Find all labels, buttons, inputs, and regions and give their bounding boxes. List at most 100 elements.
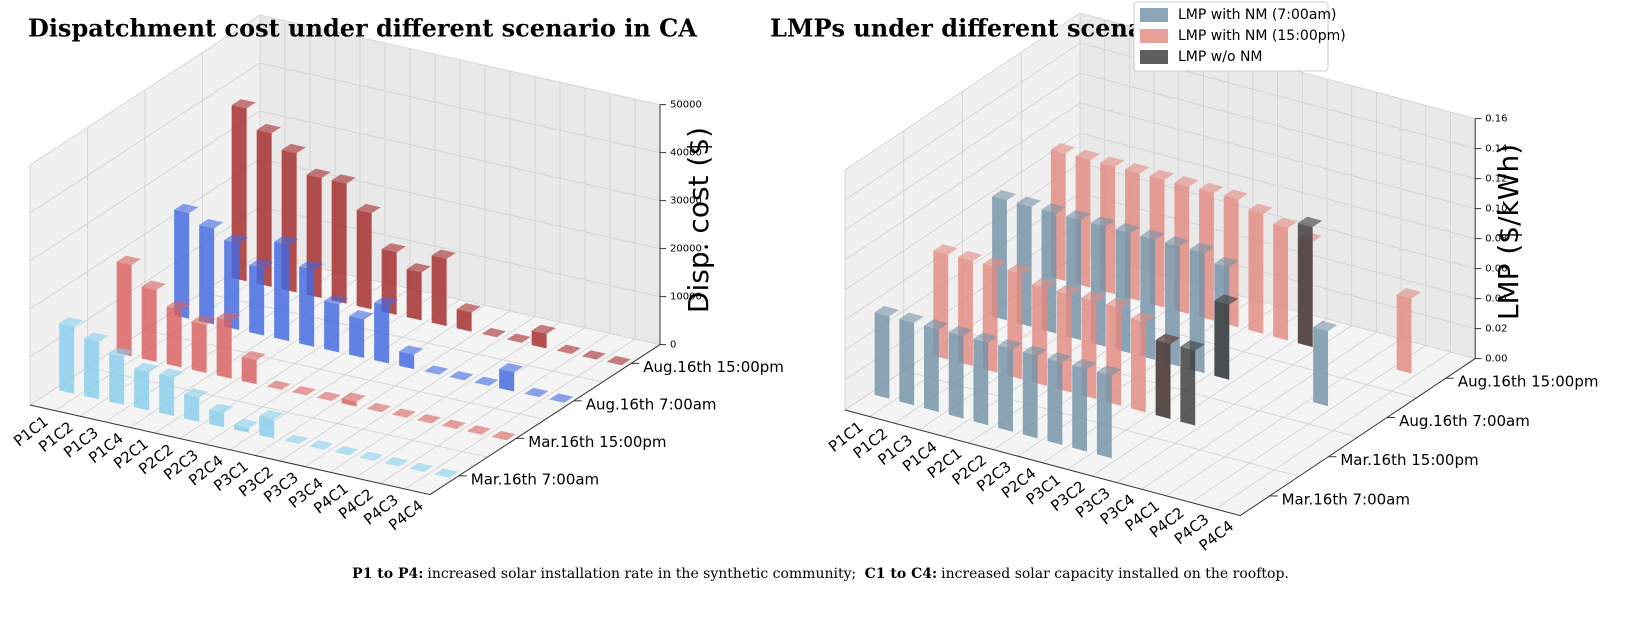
bar-top xyxy=(109,347,134,357)
bar-top xyxy=(216,311,241,322)
bar-top xyxy=(391,408,416,418)
bar-top xyxy=(174,203,199,214)
bar xyxy=(324,300,340,353)
bar-top xyxy=(499,362,524,373)
bar xyxy=(456,309,472,332)
bar-top xyxy=(324,294,349,305)
legend-swatch xyxy=(1140,29,1168,43)
bar xyxy=(331,180,347,304)
bar-top xyxy=(141,280,166,290)
bar xyxy=(998,345,1013,432)
bar xyxy=(134,368,150,411)
bar xyxy=(166,306,182,368)
legend-label: LMP with NM (15:00pm) xyxy=(1178,28,1346,44)
bar-top xyxy=(241,350,266,361)
bar-top xyxy=(134,362,159,373)
bar-top xyxy=(1066,209,1091,221)
z-tick-label: 0.10 xyxy=(1485,204,1507,215)
bar-top xyxy=(1100,156,1125,167)
bar xyxy=(59,323,75,394)
bar-top xyxy=(1396,288,1421,299)
bar xyxy=(191,321,207,374)
bar xyxy=(1248,209,1264,334)
category-grid xyxy=(279,71,511,462)
bar-top xyxy=(491,430,516,441)
bar xyxy=(1313,327,1329,407)
bar-top xyxy=(1016,196,1042,207)
bar-top xyxy=(224,234,249,244)
z-tick-label: 0.14 xyxy=(1485,144,1507,155)
legend-swatch xyxy=(1140,8,1168,22)
bar-top xyxy=(1047,352,1072,363)
bar-top xyxy=(1223,189,1248,200)
bar xyxy=(874,312,890,399)
y-tick-label: Aug.16th 7:00am xyxy=(586,395,717,413)
bar xyxy=(356,209,372,310)
category-grid xyxy=(1141,92,1377,490)
bar-top xyxy=(441,419,466,430)
bar-top xyxy=(1273,217,1298,228)
category-grid xyxy=(1116,85,1353,483)
bar xyxy=(948,332,964,419)
bar-top xyxy=(1214,294,1239,305)
bar-top xyxy=(416,414,441,424)
bar-top xyxy=(924,319,949,330)
bar-top xyxy=(606,355,631,366)
bar xyxy=(159,374,175,417)
bar-top xyxy=(291,386,316,396)
bar-top xyxy=(399,345,424,355)
bar xyxy=(274,241,290,342)
bar-top xyxy=(933,244,958,255)
bar-top xyxy=(874,306,899,317)
bar-top xyxy=(1056,284,1082,296)
legend-swatch xyxy=(1140,50,1168,64)
bar-top xyxy=(899,312,924,323)
bar xyxy=(209,409,225,428)
bar-top xyxy=(1313,320,1338,332)
bar-top xyxy=(306,168,331,179)
bar-top xyxy=(209,403,234,413)
z-axis-label: Disp. cost ($) xyxy=(682,127,715,313)
bar-top xyxy=(1106,298,1131,309)
bar xyxy=(973,338,989,426)
z-axis-label: LMP ($/kWh) xyxy=(1492,144,1525,320)
bar-top xyxy=(1199,182,1224,194)
legend-label: LMP w/o NM xyxy=(1178,49,1263,65)
bar-top xyxy=(1155,333,1180,344)
bar-top xyxy=(299,260,324,270)
z-tick-label: 0.00 xyxy=(1485,354,1507,365)
bar-top xyxy=(1248,203,1273,214)
bar-top xyxy=(581,350,606,360)
bar-top xyxy=(341,392,366,402)
bar xyxy=(349,316,365,358)
caption-text: increased solar capacity installed on th… xyxy=(941,566,1289,582)
y-tick-label: Mar.16th 7:00am xyxy=(471,470,599,488)
bar-top xyxy=(1124,163,1150,174)
bar xyxy=(216,317,232,379)
figure: 01000020000300004000050000P1C1P1C2P1C3P1… xyxy=(10,1,1598,555)
bar-top xyxy=(331,174,356,184)
bar-top xyxy=(1096,365,1122,376)
bar-top xyxy=(316,391,341,402)
bar-top xyxy=(191,315,216,326)
bar xyxy=(899,318,915,406)
bar xyxy=(234,424,250,433)
bar xyxy=(259,415,275,439)
bar-top xyxy=(249,258,274,269)
z-tick-label: 30000 xyxy=(670,196,702,207)
bar xyxy=(531,330,547,349)
category-grid xyxy=(329,82,561,473)
bar xyxy=(184,394,200,422)
y-tick-label: Mar.16th 15:00pm xyxy=(1340,451,1478,469)
bar-top xyxy=(1041,203,1066,214)
bar-top xyxy=(992,190,1017,201)
bar-top xyxy=(84,332,109,342)
bar xyxy=(924,325,939,412)
chart-title: Dispatchment cost under different scenar… xyxy=(28,14,697,43)
bar xyxy=(341,398,357,407)
bar-top xyxy=(356,203,381,214)
category-grid xyxy=(379,93,611,484)
bar-top xyxy=(359,451,384,461)
bar xyxy=(84,338,100,400)
bar-top xyxy=(556,344,581,355)
